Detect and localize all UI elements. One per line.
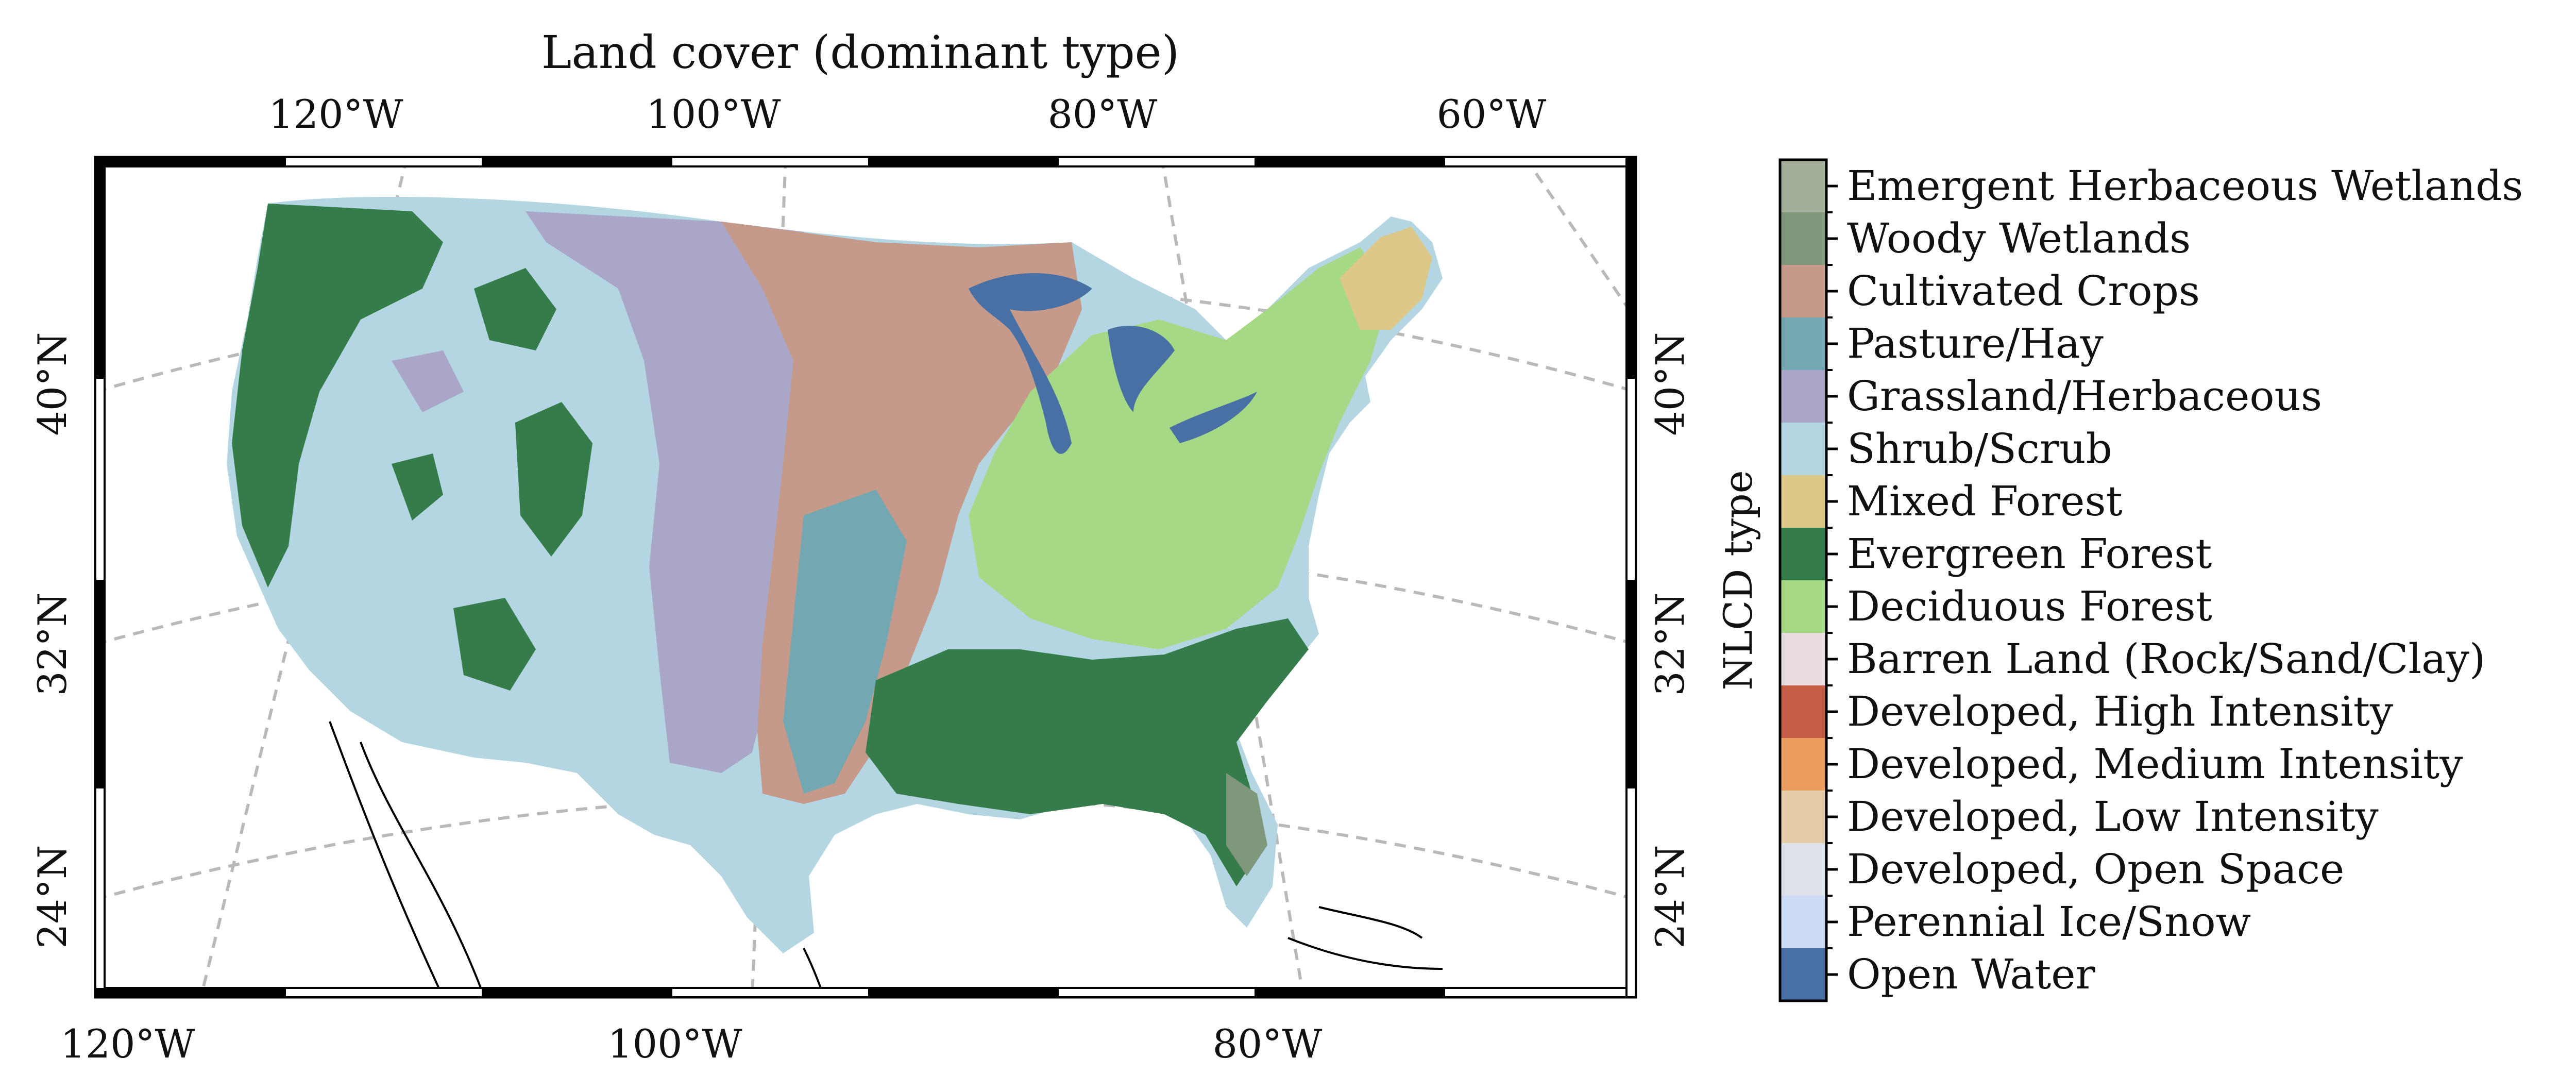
colorbar-label: Mixed Forest	[1847, 477, 2123, 525]
top-lon-label: 60°W	[1437, 91, 1547, 137]
colorbar-swatch	[1780, 896, 1826, 949]
colorbar-swatch	[1780, 212, 1826, 265]
colorbar-label: Barren Land (Rock/Sand/Clay)	[1847, 635, 2485, 683]
bottom-lon-label: 80°W	[1213, 1021, 1323, 1067]
colorbar-label: Developed, Open Space	[1847, 845, 2344, 893]
colorbar-label: Pasture/Hay	[1847, 320, 2104, 367]
bottom-lon-label: 100°W	[607, 1021, 742, 1067]
colorbar-swatch	[1780, 948, 1826, 1001]
left-lat-label: 24°N	[29, 845, 75, 948]
conus-landcover	[227, 196, 1443, 953]
colorbar-label: Emergent Herbaceous Wetlands	[1847, 162, 2523, 210]
great-lakes	[969, 273, 1257, 454]
colorbar-swatch	[1780, 580, 1826, 633]
left-lat-label: 32°N	[29, 592, 75, 696]
left-lat-label: 40°N	[29, 332, 75, 435]
right-lat-label: 40°N	[1647, 332, 1693, 435]
colorbar-swatch	[1780, 423, 1826, 476]
right-lat-label: 24°N	[1647, 845, 1693, 948]
map-frame	[94, 156, 1637, 999]
colorbar-swatch	[1780, 738, 1826, 791]
top-lon-label: 120°W	[268, 91, 403, 137]
colorbar-label: Developed, Medium Intensity	[1847, 740, 2463, 788]
colorbar-swatch	[1780, 791, 1826, 844]
colorbar-label: Woody Wetlands	[1847, 214, 2191, 262]
colorbar-swatch	[1780, 370, 1826, 423]
bottom-lon-label: 120°W	[60, 1021, 195, 1067]
colorbar-label: Shrub/Scrub	[1847, 425, 2112, 473]
top-lon-label: 100°W	[646, 91, 781, 137]
top-lon-label: 80°W	[1048, 91, 1158, 137]
colorbar-label: Grassland/Herbaceous	[1847, 372, 2322, 420]
colorbar-swatch	[1780, 317, 1826, 371]
colorbar-label: Perennial Ice/Snow	[1847, 898, 2251, 946]
colorbar-swatch	[1780, 685, 1826, 738]
colorbar-swatch	[1780, 265, 1826, 318]
colorbar-swatch	[1780, 843, 1826, 896]
colorbar-label: Developed, Low Intensity	[1847, 793, 2379, 841]
colorbar-swatch	[1780, 633, 1826, 686]
colorbar-label: Evergreen Forest	[1847, 530, 2212, 578]
map-panel	[94, 156, 1637, 999]
colorbar-swatch	[1780, 160, 1826, 213]
colorbar-swatch	[1780, 528, 1826, 581]
colorbar-label: Open Water	[1847, 950, 2096, 998]
colorbar-label: Cultivated Crops	[1847, 267, 2200, 315]
colorbar-label: Deciduous Forest	[1847, 582, 2212, 630]
map-title: Land cover (dominant type)	[541, 26, 1179, 79]
colorbar-swatch	[1780, 475, 1826, 528]
colorbar-title: NLCD type	[1715, 470, 1761, 690]
right-lat-label: 32°N	[1647, 592, 1693, 696]
colorbar-label: Developed, High Intensity	[1847, 687, 2393, 735]
